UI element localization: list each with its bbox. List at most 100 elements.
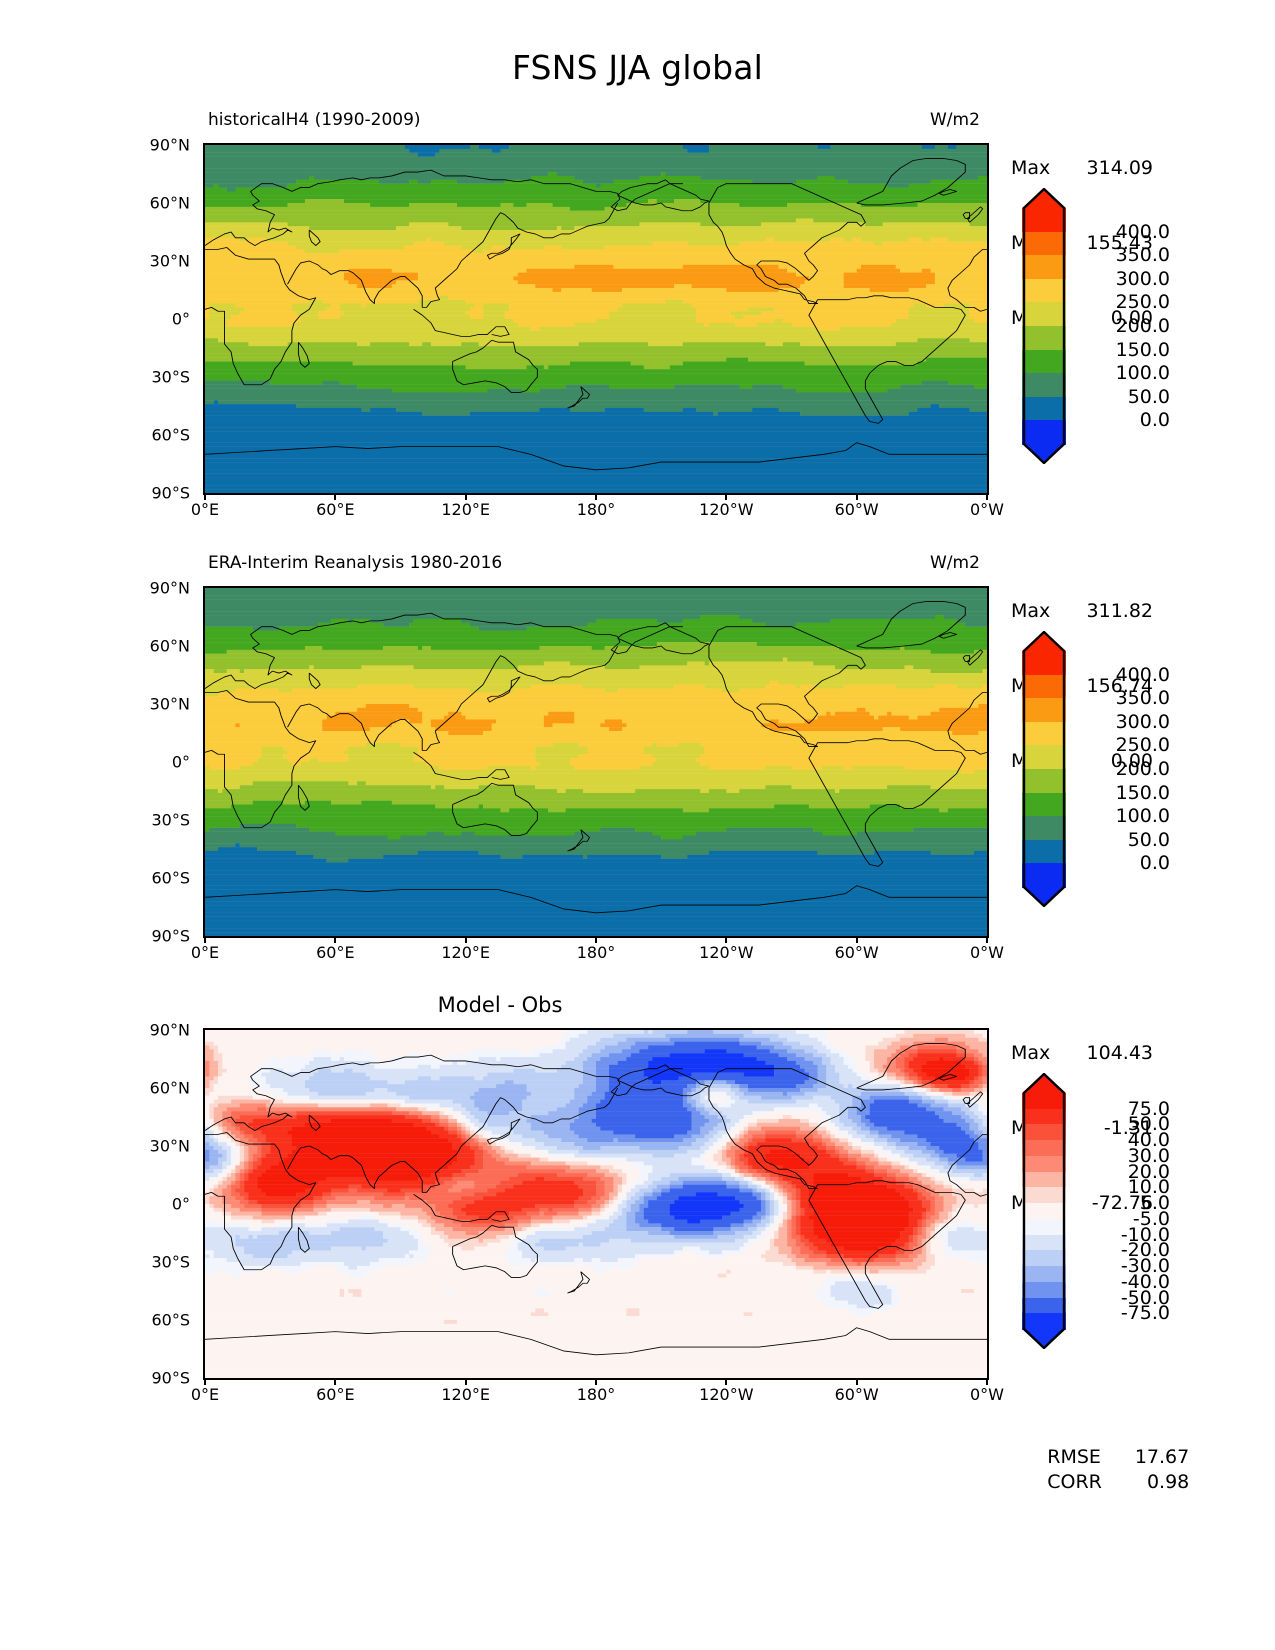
x-axis-tick-label: 180°	[576, 500, 616, 519]
y-axis-tick-label: 90°S	[151, 1368, 190, 1388]
panel-model-label: historicalH4 (1990-2009)	[208, 110, 421, 130]
colorbar-tick-labels: 75.0 50.0 40.0 30.0 20.0 10.0 5.0 -5.0 -10.0 -20.…	[1074, 1073, 1170, 1349]
colorbar-extend-bottom	[1022, 444, 1066, 464]
y-axis-tick-label: 60°S	[151, 1310, 190, 1330]
x-axis-tick-mark	[334, 936, 337, 943]
colorbar-tick-label: 350.0	[1115, 244, 1170, 267]
stat-mean-value: -1.31	[1103, 1117, 1153, 1139]
x-axis-tick-label: 180°	[576, 943, 616, 962]
colorbar-band	[1022, 1093, 1066, 1110]
colorbar-band	[1022, 302, 1066, 327]
colorbar-tick-label: 250.0	[1115, 291, 1170, 314]
colorbar-band	[1022, 420, 1066, 445]
x-axis-tick-mark	[204, 1378, 206, 1385]
x-axis-tick-label: 60°E	[316, 1385, 355, 1404]
colorbar-band	[1022, 769, 1066, 794]
colorbar-tick-label: 20.0	[1127, 1160, 1170, 1183]
colorbar-band	[1022, 1203, 1066, 1220]
colorbar-band	[1022, 349, 1066, 374]
panel-model-map	[203, 143, 989, 495]
map-raster-obs	[205, 588, 987, 936]
x-axis-tick-mark	[595, 936, 597, 943]
colorbar-band	[1022, 816, 1066, 841]
colorbar-band	[1022, 721, 1066, 746]
stat-min-value: 0.00	[1110, 750, 1153, 772]
colorbar-tick-label: -20.0	[1120, 1239, 1170, 1262]
y-axis-tick-label: 90°S	[151, 926, 190, 946]
panel-model-y-axis: 90°N 60°N 30°N 0° 30°S 60°S 90°S	[0, 136, 198, 503]
stat-min-value: -72.76	[1091, 1192, 1153, 1214]
stat-max-value: 314.09	[1086, 157, 1153, 179]
y-axis-tick-label: 90°S	[151, 483, 190, 503]
stat-max-value: 104.43	[1086, 1042, 1153, 1064]
x-axis-tick-mark	[855, 493, 858, 500]
stat-max-key: Max	[1011, 600, 1051, 622]
x-axis-tick-label: 120°W	[699, 1385, 754, 1404]
x-axis-tick-mark	[464, 936, 467, 943]
colorbar-band	[1022, 1155, 1066, 1173]
colorbar-tick-label: -75.0	[1120, 1302, 1170, 1325]
colorbar-tick-label: 150.0	[1115, 338, 1170, 361]
x-axis-tick-mark	[725, 1378, 728, 1385]
colorbar-band	[1022, 1234, 1066, 1251]
x-axis-tick-label: 60°E	[316, 500, 355, 519]
colorbar-tick-label: 0.0	[1139, 852, 1170, 875]
colorbar-tick-label: 50.0	[1127, 385, 1170, 408]
colorbar-band	[1022, 792, 1066, 817]
map-raster-difference	[205, 1030, 987, 1378]
colorbar-body	[1022, 1073, 1066, 1349]
x-axis-tick-mark	[855, 936, 858, 943]
colorbar-tick-label: 100.0	[1115, 362, 1170, 385]
colorbar-band	[1022, 1266, 1066, 1283]
colorbar-tick-label: 30.0	[1127, 1144, 1170, 1167]
stat-min-value: 0.00	[1110, 307, 1153, 329]
colorbar-tick-label: -10.0	[1120, 1223, 1170, 1246]
x-axis-tick-mark	[334, 1378, 337, 1385]
colorbar-extend-top	[1022, 1073, 1066, 1093]
colorbar-tick-label: 50.0	[1127, 1113, 1170, 1136]
panel-model-units: W/m2	[930, 110, 980, 130]
colorbar-body	[1022, 631, 1066, 907]
colorbar-body	[1022, 188, 1066, 464]
x-axis-tick-label: 120°E	[441, 500, 490, 519]
panel-obs-units: W/m2	[930, 553, 980, 573]
x-axis-tick-mark	[725, 493, 728, 500]
colorbar-band	[1022, 255, 1066, 280]
x-axis-tick-mark	[986, 936, 988, 943]
colorbar-tick-label: -5.0	[1132, 1207, 1170, 1230]
colorbar-band	[1022, 698, 1066, 723]
colorbar-tick-label: 50.0	[1127, 828, 1170, 851]
colorbar-tick-label: 75.0	[1127, 1097, 1170, 1120]
panel-difference-footer: RMSE 17.67 CORR 0.98	[1011, 1420, 1189, 1520]
x-axis-tick-label: 0°E	[190, 943, 220, 962]
stat-max-key: Max	[1011, 157, 1051, 179]
colorbar-band	[1022, 1297, 1066, 1314]
y-axis-tick-label: 30°N	[149, 1136, 190, 1156]
stat-mean-value: 155.43	[1086, 232, 1153, 254]
x-axis-tick-mark	[986, 493, 988, 500]
colorbar-tick-label: 0.0	[1139, 409, 1170, 432]
stat-max-value: 311.82	[1086, 600, 1153, 622]
x-axis-tick-mark	[855, 1378, 858, 1385]
colorbar-band	[1022, 373, 1066, 398]
corr-value: 0.98	[1146, 1471, 1190, 1493]
y-axis-tick-label: 30°N	[149, 694, 190, 714]
rmse-key: RMSE	[1047, 1446, 1101, 1468]
panel-difference-y-axis: 90°N 60°N 30°N 0° 30°S 60°S 90°S	[0, 1021, 198, 1388]
colorbar-band	[1022, 863, 1066, 888]
panel-model-x-axis: 0°E 60°E 120°E 180° 120°W 60°W 0°W	[191, 493, 1004, 530]
colorbar-band	[1022, 1250, 1066, 1267]
y-axis-tick-label: 0°	[171, 1194, 190, 1214]
colorbar-tick-label: 5.0	[1139, 1192, 1170, 1215]
y-axis-tick-label: 30°N	[149, 251, 190, 271]
colorbar-band	[1022, 231, 1066, 256]
x-axis-tick-label: 120°E	[441, 1385, 490, 1404]
x-axis-tick-label: 60°W	[834, 500, 879, 519]
colorbar-tick-label: 250.0	[1115, 734, 1170, 757]
x-axis-tick-mark	[595, 493, 597, 500]
panel-difference-x-axis: 0°E 60°E 120°E 180° 120°W 60°W 0°W	[191, 1378, 1004, 1415]
panel-difference-label: Model - Obs	[437, 993, 563, 1017]
y-axis-tick-label: 30°S	[151, 367, 190, 387]
colorbar-band	[1022, 1140, 1066, 1157]
